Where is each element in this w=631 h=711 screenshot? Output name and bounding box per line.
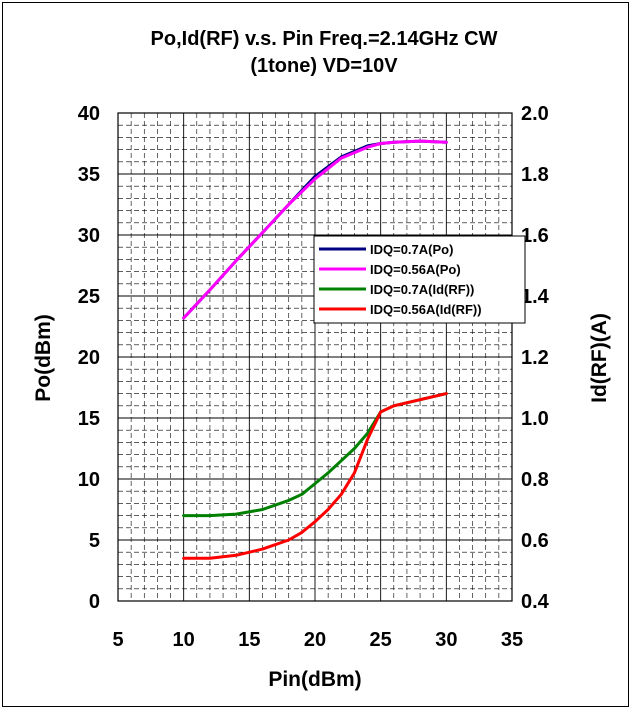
y-left-tick-label: 10 bbox=[78, 469, 100, 491]
y-left-tick-label: 35 bbox=[78, 164, 100, 186]
y-right-tick-label: 0.8 bbox=[521, 469, 549, 491]
y-left-tick-label: 20 bbox=[78, 347, 100, 369]
x-tick-label: 5 bbox=[112, 629, 123, 651]
y-left-tick-labels: 0 5 10 15 20 25 30 35 40 bbox=[78, 103, 100, 613]
y-right-tick-labels: 0.4 0.6 0.8 1.0 1.2 1.4 1.6 1.8 2.0 bbox=[521, 103, 550, 613]
y-left-tick-label: 5 bbox=[89, 530, 100, 552]
x-tick-labels: 5 10 15 20 25 30 35 bbox=[112, 629, 523, 651]
y-left-tick-label: 15 bbox=[78, 408, 100, 430]
chart-title-line1: Po,Id(RF) v.s. Pin Freq.=2.14GHz CW bbox=[151, 28, 498, 50]
y-left-axis-label: Po(dBm) bbox=[32, 314, 55, 402]
series-line bbox=[182, 139, 448, 320]
chart-title-line2: (1tone) VD=10V bbox=[250, 55, 398, 77]
series-lines bbox=[182, 139, 448, 560]
legend-entry: IDQ=0.56A(Po) bbox=[370, 262, 461, 277]
y-left-tick-label: 0 bbox=[89, 591, 100, 613]
legend-entry: IDQ=0.56A(Id(RF)) bbox=[370, 302, 482, 317]
y-right-tick-label: 2.0 bbox=[521, 103, 549, 125]
y-right-axis-label: Id(RF)(A) bbox=[588, 313, 611, 403]
y-right-tick-label: 1.8 bbox=[521, 164, 549, 186]
x-tick-label: 25 bbox=[370, 629, 392, 651]
x-tick-label: 30 bbox=[435, 629, 457, 651]
y-right-tick-label: 1.2 bbox=[521, 347, 549, 369]
x-tick-label: 20 bbox=[304, 629, 326, 651]
y-right-tick-label: 0.4 bbox=[521, 591, 550, 613]
plot-area-border bbox=[117, 112, 513, 602]
x-axis-label: Pin(dBm) bbox=[268, 668, 361, 691]
y-left-tick-label: 25 bbox=[78, 286, 100, 308]
series-line bbox=[182, 392, 448, 560]
y-right-tick-label: 1.4 bbox=[521, 286, 550, 308]
y-right-tick-label: 1.0 bbox=[521, 408, 549, 430]
y-left-tick-label: 40 bbox=[78, 103, 100, 125]
y-right-tick-label: 1.6 bbox=[521, 225, 549, 247]
x-tick-label: 10 bbox=[173, 629, 195, 651]
y-left-tick-label: 30 bbox=[78, 225, 100, 247]
x-tick-label: 35 bbox=[501, 629, 523, 651]
legend: IDQ=0.7A(Po) IDQ=0.56A(Po) IDQ=0.7A(Id(RF)… bbox=[313, 235, 526, 324]
y-right-tick-label: 0.6 bbox=[521, 530, 549, 552]
chart: Po,Id(RF) v.s. Pin Freq.=2.14GHz CW (1to… bbox=[32, 28, 611, 691]
x-tick-label: 15 bbox=[238, 629, 260, 651]
legend-entry: IDQ=0.7A(Id(RF)) bbox=[370, 282, 474, 297]
legend-entry: IDQ=0.7A(Po) bbox=[370, 242, 453, 257]
